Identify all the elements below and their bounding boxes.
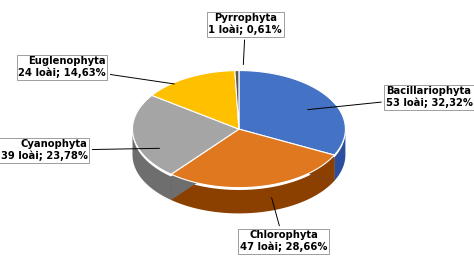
Text: Bacillariophyta
53 loài; 32,32%: Bacillariophyta 53 loài; 32,32%: [308, 86, 473, 110]
PathPatch shape: [239, 70, 346, 155]
Polygon shape: [239, 131, 334, 181]
PathPatch shape: [235, 70, 239, 129]
Text: Cyanophyta
39 loài; 23,78%: Cyanophyta 39 loài; 23,78%: [1, 139, 160, 161]
Text: Pyrrophyta
1 loài; 0,61%: Pyrrophyta 1 loài; 0,61%: [209, 13, 282, 65]
PathPatch shape: [171, 129, 334, 188]
PathPatch shape: [133, 95, 239, 174]
Polygon shape: [133, 132, 171, 200]
Polygon shape: [171, 131, 239, 200]
Text: Euglenophyta
24 loài; 14,63%: Euglenophyta 24 loài; 14,63%: [18, 56, 174, 84]
Polygon shape: [239, 131, 334, 181]
PathPatch shape: [152, 70, 239, 129]
Polygon shape: [171, 157, 334, 213]
Polygon shape: [334, 132, 346, 181]
Polygon shape: [171, 131, 239, 200]
Text: Chlorophyta
47 loài; 28,66%: Chlorophyta 47 loài; 28,66%: [240, 198, 328, 253]
